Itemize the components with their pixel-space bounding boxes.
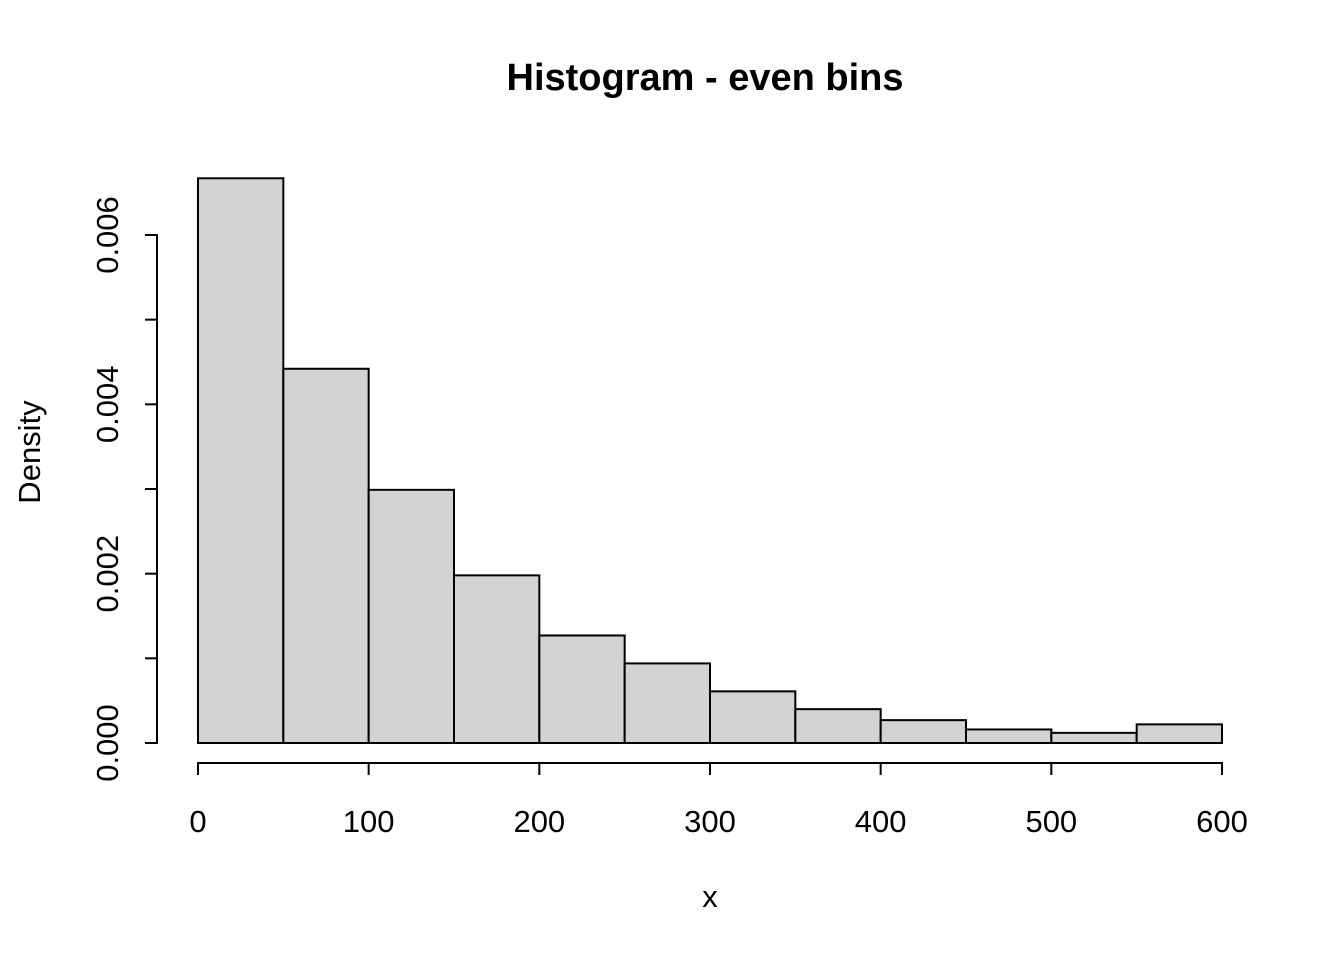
x-axis-title: x [702, 879, 718, 914]
histogram-bar-7 [794, 708, 882, 745]
x-axis-tick-label-6: 600 [1196, 804, 1248, 839]
x-axis-tick-label-4: 400 [855, 804, 907, 839]
histogram-bar-2 [367, 488, 455, 745]
y-axis-title: Density [12, 400, 47, 504]
y-axis-tick-label-0: 0.000 [90, 704, 125, 782]
x-axis-tick-label-3: 300 [684, 804, 736, 839]
x-axis-tick-label-1: 100 [343, 804, 395, 839]
x-axis-tick-label-0: 0 [189, 804, 206, 839]
histogram-bar-5 [623, 662, 712, 744]
x-axis-tick-label-5: 500 [1025, 804, 1077, 839]
x-axis-tick-label-2: 200 [513, 804, 565, 839]
y-axis-tick-label-2: 0.002 [90, 535, 125, 613]
histogram-bar-9 [965, 728, 1053, 744]
chart-title: Histogram - even bins [507, 57, 904, 99]
y-axis-tick-label-4: 0.004 [90, 366, 125, 444]
histogram-bar-8 [879, 719, 968, 745]
histogram-bar-4 [538, 634, 626, 744]
histogram-bar-10 [1050, 731, 1138, 745]
histogram-bar-1 [282, 367, 370, 744]
y-axis-tick-label-6: 0.006 [90, 196, 125, 274]
histogram-bar-0 [197, 177, 285, 745]
histogram-bar-3 [453, 574, 541, 744]
histogram-bar-6 [709, 690, 797, 744]
histogram-bar-11 [1135, 723, 1223, 745]
